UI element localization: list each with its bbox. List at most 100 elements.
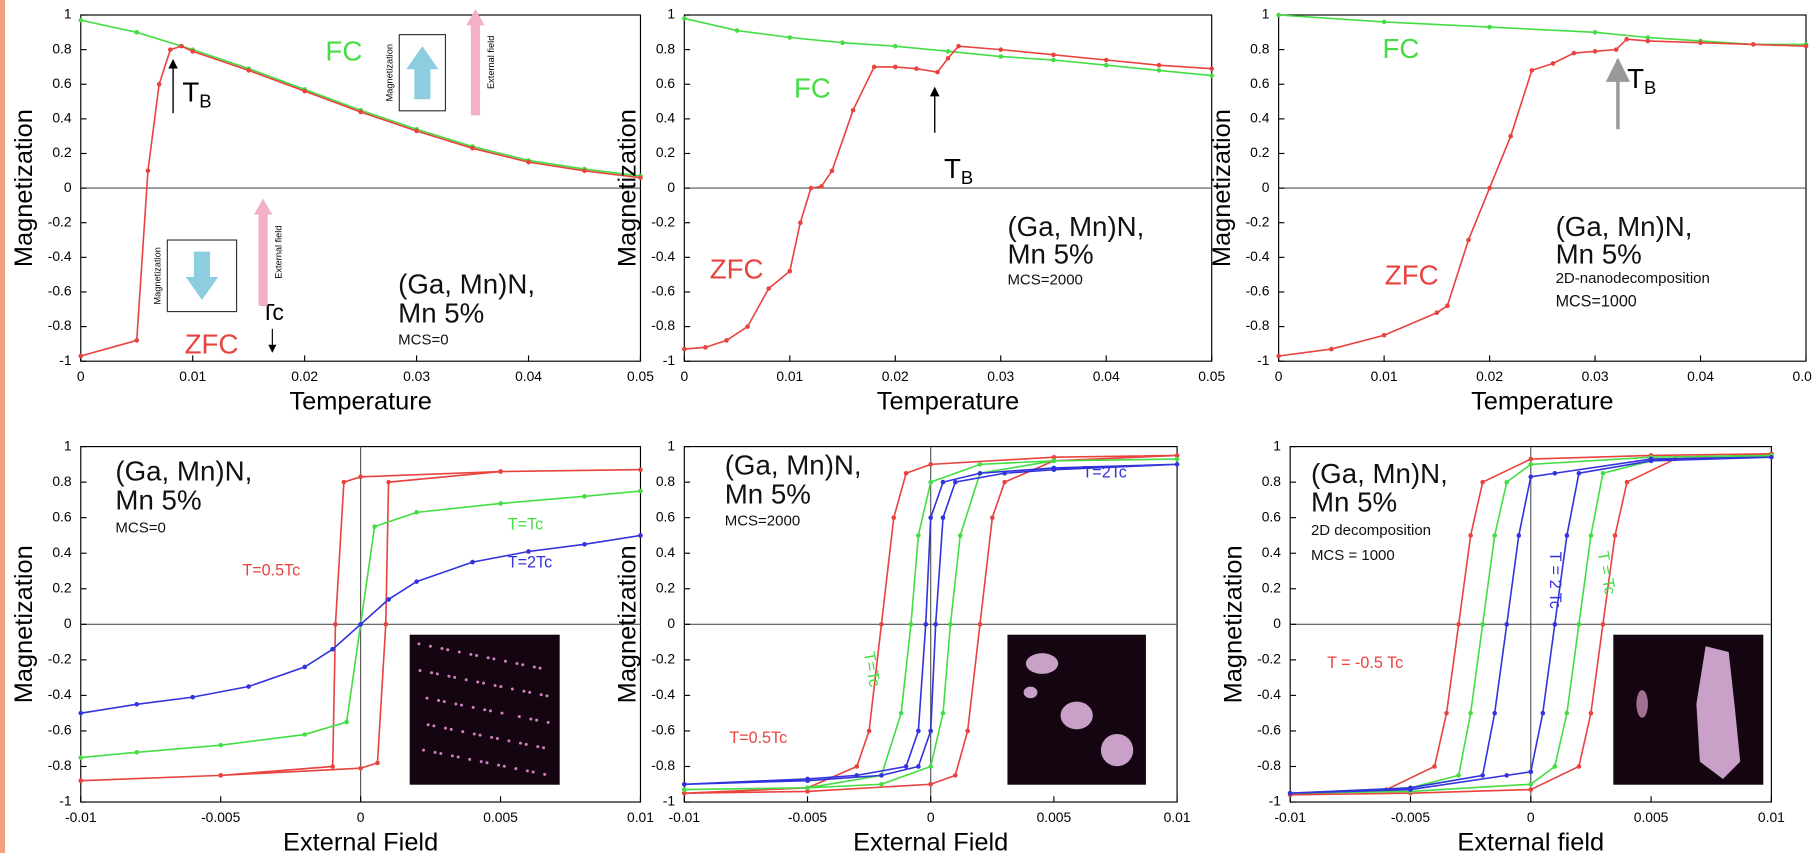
x-tick-label: 0.02 (1476, 368, 1503, 384)
inset-speck (479, 760, 483, 764)
y-tick-label: 0.2 (1250, 144, 1269, 160)
inset-speck (433, 750, 437, 754)
y-tick-label: 1 (64, 437, 72, 453)
data-point (1529, 68, 1535, 73)
annotation: MCS = 1000 (1311, 547, 1395, 564)
data-point (1588, 533, 1594, 538)
y-tick-label: -0.4 (48, 248, 72, 264)
data-point (745, 324, 750, 329)
x-tick-label: 0 (680, 368, 688, 384)
y-tick-label: 0.2 (1262, 579, 1281, 595)
inset-speck (522, 689, 526, 693)
data-point (935, 69, 940, 75)
data-point (1381, 19, 1387, 25)
inset-speck (454, 702, 458, 706)
data-point (998, 54, 1004, 59)
series-line (1278, 38, 1807, 357)
data-point (1803, 43, 1809, 49)
inset-speck (456, 755, 460, 759)
data-point (1468, 533, 1473, 538)
data-point (1456, 773, 1461, 778)
data-point (1156, 62, 1162, 68)
x-tick-label: -0.005 (201, 809, 241, 825)
y-tick-label: -0.2 (1246, 213, 1270, 229)
y-tick-label: -0.8 (48, 757, 72, 773)
series-label: T = -0.5 Tc (1327, 654, 1403, 672)
inset-speck (492, 657, 496, 661)
inset-label: Magnetization (384, 44, 394, 101)
x-tick-label: 0 (77, 368, 85, 384)
data-point (358, 765, 363, 771)
data-point (1698, 40, 1703, 46)
x-axis-title: External Field (853, 828, 1008, 853)
y-tick-label: -0.8 (651, 757, 675, 773)
y-tick-label: 0.4 (656, 110, 676, 126)
annotation: (Ga, Mn)N, (1311, 458, 1448, 489)
inset-speck (536, 745, 540, 749)
data-point (638, 175, 643, 181)
y-axis-title: Magnetization (614, 109, 642, 267)
series-label: FC (325, 35, 362, 66)
data-point (358, 622, 363, 627)
data-point (928, 462, 934, 467)
inset-speck (542, 746, 546, 750)
data-point (957, 533, 963, 538)
data-point (1576, 764, 1582, 769)
inset-speck (464, 678, 468, 682)
series-label: FC (794, 72, 831, 103)
data-point (953, 479, 958, 485)
x-tick-label: -0.01 (669, 809, 701, 825)
annotation: MCS=0 (398, 331, 448, 348)
inset-speck (525, 769, 529, 773)
magnetization-arrow (406, 46, 439, 100)
y-tick-label: -1 (59, 793, 72, 809)
data-point (168, 47, 173, 52)
y-tick-label: -1 (59, 352, 72, 368)
y-tick-label: -0.2 (48, 213, 72, 229)
data-point (134, 749, 140, 755)
data-point (638, 488, 643, 494)
inset-blob (1060, 701, 1093, 730)
data-point (498, 501, 503, 506)
panels: 10.80.60.40.20-0.2-0.4-0.6-0.8-10 0.01 0.0… (10, 6, 1812, 853)
y-tick-label: 0.4 (1250, 110, 1270, 126)
x-tick-label: 0.05 (627, 368, 654, 384)
y-tick-label: -0.2 (651, 651, 675, 667)
data-point (372, 524, 377, 529)
annotation: Mn 5% (725, 479, 811, 510)
series-line (684, 45, 1212, 350)
data-point (375, 760, 380, 766)
data-point (854, 773, 860, 778)
annotation: Mn 5% (1007, 239, 1093, 270)
y-tick-label: 0.6 (656, 508, 676, 524)
inset-speck (460, 703, 464, 707)
x-tick-label: -0.01 (65, 809, 97, 825)
data-point (341, 479, 347, 485)
data-point (246, 68, 251, 73)
inset-speck (442, 700, 446, 704)
inset-speck (524, 742, 528, 746)
series-label: T = 2 Tc (1546, 552, 1564, 609)
data-point (134, 30, 140, 35)
data-point (145, 168, 151, 174)
data-point (1648, 456, 1654, 462)
inset-blob (1696, 646, 1741, 779)
inset-speck (514, 767, 518, 771)
y-tick-label: 0.2 (52, 144, 71, 160)
y-tick-label: 1 (64, 6, 72, 22)
data-point (928, 728, 934, 734)
data-point (358, 109, 363, 115)
y-tick-label: -0.6 (1257, 722, 1281, 738)
series-label: T=0.5Tc (242, 561, 300, 579)
inset-speck (439, 752, 443, 756)
data-point (953, 773, 958, 778)
annotation: Mn 5% (1556, 239, 1642, 270)
y-tick-label: 0.6 (52, 75, 72, 91)
inset-speck (446, 648, 450, 652)
data-point (940, 710, 946, 716)
data-point (78, 778, 84, 784)
inset-speck (430, 671, 434, 675)
data-point (1550, 61, 1556, 66)
data-point (1434, 310, 1440, 316)
y-tick-label: -0.6 (651, 722, 675, 738)
